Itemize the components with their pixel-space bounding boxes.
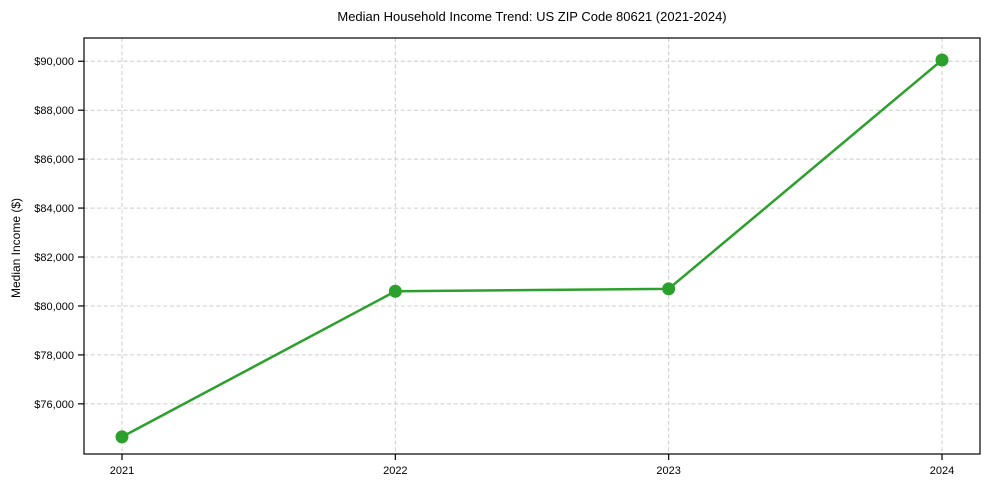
- y-tick-label: $80,000: [34, 301, 74, 313]
- x-tick-label: 2023: [656, 465, 680, 477]
- data-point: [662, 282, 676, 296]
- x-tick-label: 2024: [930, 465, 954, 477]
- data-point: [388, 284, 402, 298]
- y-tick-label: $90,000: [34, 56, 74, 68]
- y-tick-label: $86,000: [34, 154, 74, 166]
- plot-border: [83, 37, 981, 455]
- y-tick-label: $82,000: [34, 252, 74, 264]
- data-point: [935, 53, 949, 67]
- y-tick-label: $76,000: [34, 399, 74, 411]
- chart-title: Median Household Income Trend: US ZIP Co…: [337, 9, 727, 24]
- x-tick-label: 2022: [383, 465, 407, 477]
- data-point: [115, 430, 129, 444]
- y-tick-label: $78,000: [34, 350, 74, 362]
- y-tick-label: $88,000: [34, 105, 74, 117]
- y-tick-label: $84,000: [34, 203, 74, 215]
- data-line: [120, 58, 944, 439]
- x-tick-label: 2021: [110, 465, 134, 477]
